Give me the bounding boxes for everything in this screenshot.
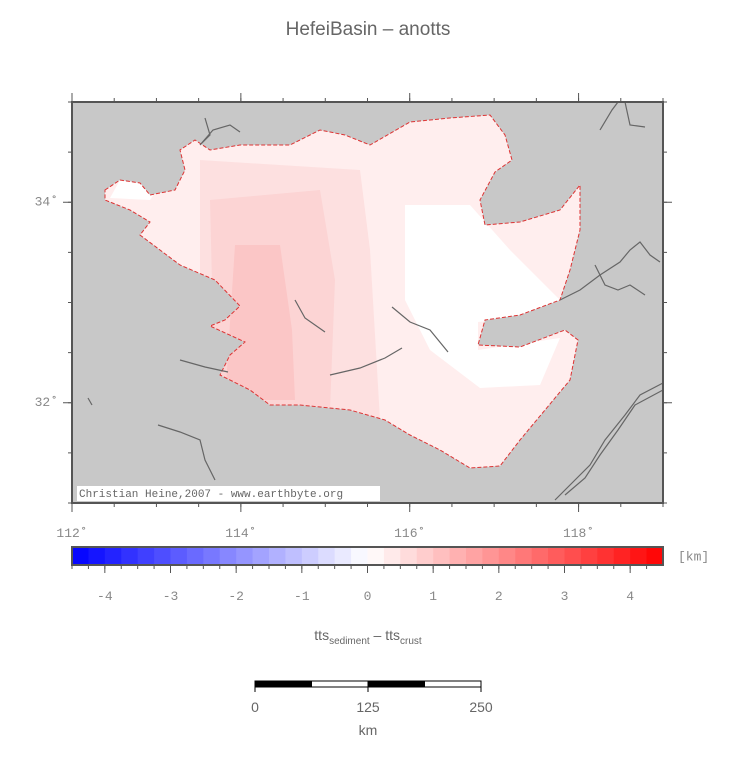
- colorbar-tick-label: 0: [364, 589, 372, 604]
- colorbar-tick-label: 4: [626, 589, 634, 604]
- colorbar-step: [597, 547, 615, 565]
- colorbar-step: [252, 547, 270, 565]
- colorbar-step: [318, 547, 336, 565]
- colorbar-step: [269, 547, 286, 565]
- colorbar-step: [580, 547, 598, 565]
- colorbar-step: [186, 547, 204, 565]
- scalebar-tick-label: 250: [469, 699, 493, 715]
- label-sep: –: [370, 627, 386, 643]
- colorbar-step: [416, 547, 434, 565]
- colorbar-step: [482, 547, 500, 565]
- colorbar-step: [466, 547, 483, 565]
- colorbar-label: ttssediment – ttscrust: [314, 627, 422, 647]
- colorbar-step: [351, 547, 368, 565]
- colorbar-step: [154, 547, 171, 565]
- rivers: [87, 101, 664, 501]
- colorbar-step: [433, 547, 451, 565]
- credit: Christian Heine,2007 - www.earthbyte.org: [79, 489, 343, 501]
- colorbar-unit: [km]: [678, 549, 709, 564]
- colorbar-step: [564, 547, 582, 565]
- colorbar-step: [383, 547, 401, 565]
- label-part: tts: [314, 627, 329, 643]
- scalebar-segment: [311, 680, 369, 688]
- scalebar-unit: km: [359, 722, 378, 738]
- colorbar-step: [400, 547, 418, 565]
- colorbar-step: [203, 547, 221, 565]
- colorbar-step: [449, 547, 467, 565]
- colorbar-tick-label: -1: [294, 589, 310, 604]
- colorbar-step: [88, 547, 106, 565]
- colorbar-step: [301, 547, 319, 565]
- scalebar-segment: [367, 680, 425, 688]
- y-tick-label: 32˚: [35, 395, 58, 410]
- colorbar: [72, 547, 664, 565]
- colorbar-tick-label: -2: [228, 589, 244, 604]
- scalebar-segment: [424, 680, 482, 688]
- scalebar-tick-label: 0: [251, 699, 259, 715]
- scalebar-segment: [254, 680, 312, 688]
- colorbar-step: [334, 547, 352, 565]
- colorbar-step: [515, 547, 533, 565]
- colorbar-step: [367, 547, 385, 565]
- colorbar-tick-label: 3: [561, 589, 569, 604]
- colorbar-step: [531, 547, 549, 565]
- label-sub: sediment: [329, 636, 370, 647]
- colorbar-step: [219, 547, 237, 565]
- scalebar-tick-label: 125: [356, 699, 380, 715]
- colorbar-step: [646, 547, 664, 565]
- title: HefeiBasin – anotts: [286, 19, 451, 40]
- colorbar-tick-label: 1: [429, 589, 437, 604]
- credit-box: [77, 486, 380, 501]
- x-tick-label: 112˚: [56, 526, 87, 541]
- colorbar-step: [72, 547, 89, 565]
- colorbar-step: [630, 547, 648, 565]
- colorbar-step: [285, 547, 303, 565]
- colorbar-step: [236, 547, 254, 565]
- colorbar-step: [104, 547, 122, 565]
- colorbar-tick-label: -3: [163, 589, 179, 604]
- label-sub: crust: [400, 636, 422, 647]
- colorbar-tick-label: 2: [495, 589, 503, 604]
- label-part: tts: [385, 627, 400, 643]
- x-tick-label: 118˚: [563, 526, 594, 541]
- colorbar-step: [548, 547, 565, 565]
- x-tick-label: 116˚: [394, 526, 425, 541]
- x-tick-label: 114˚: [225, 526, 256, 541]
- y-tick-label: 34˚: [35, 195, 58, 210]
- colorbar-step: [121, 547, 139, 565]
- colorbar-step: [137, 547, 155, 565]
- colorbar-step: [170, 547, 188, 565]
- colorbar-step: [498, 547, 516, 565]
- colorbar-tick-label: -4: [97, 589, 113, 604]
- colorbar-step: [613, 547, 631, 565]
